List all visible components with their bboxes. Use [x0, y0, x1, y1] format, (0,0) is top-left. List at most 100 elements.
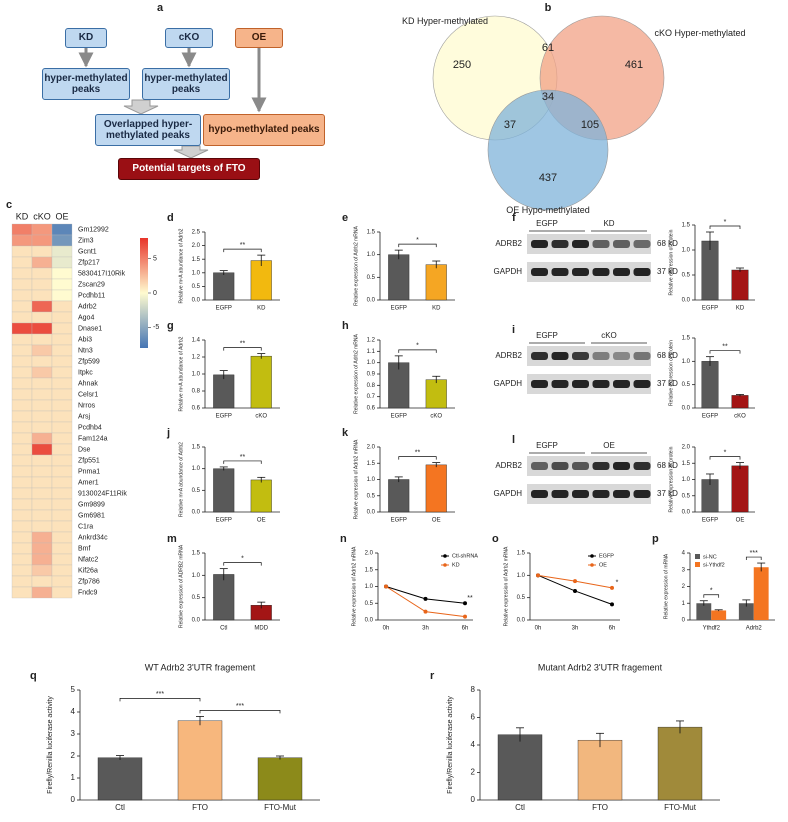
heatmap-cell	[51, 542, 73, 555]
heatmap-cell	[11, 509, 33, 522]
y-tick-label: 0.5	[517, 595, 526, 601]
heatmap-cell	[31, 487, 53, 500]
bar	[425, 464, 447, 513]
blot-band	[613, 352, 630, 360]
x-tick-label: 6h	[609, 626, 616, 632]
x-tick-label: cKO	[734, 414, 746, 420]
line-marker	[573, 588, 577, 593]
heatmap-cell	[11, 531, 33, 544]
bar	[213, 374, 235, 409]
y-tick-label: 0.0	[365, 618, 374, 624]
heatmap-cell	[51, 289, 73, 302]
significance-bracket	[398, 243, 437, 248]
heatmap-cell	[11, 586, 33, 599]
y-tick-label: 0.6	[192, 406, 201, 412]
blot-band	[531, 240, 548, 248]
heatmap-cell	[31, 289, 53, 302]
y-tick-label: 0.0	[192, 618, 201, 624]
blot-size-label: 68 kD	[657, 351, 678, 360]
y-tick-label: 4	[471, 740, 476, 749]
heatmap-cell	[31, 553, 53, 566]
y-tick-label: 0.0	[192, 510, 201, 516]
panel-letter: r	[430, 670, 435, 682]
blot-band	[592, 490, 610, 498]
heatmap-cell	[11, 542, 33, 555]
heatmap-cell	[31, 465, 53, 478]
blot-band	[613, 268, 630, 276]
flow-node: Overlapped hyper-methylated peaks	[95, 114, 201, 146]
heatmap-row-label: Zim3	[78, 237, 94, 244]
heatmap-cell	[31, 575, 53, 588]
y-tick-label: 1	[682, 601, 686, 607]
y-tick-label: 0.7	[367, 394, 376, 400]
heatmap-cell	[11, 575, 33, 588]
heatmap-cell	[51, 245, 73, 258]
heatmap-cell	[31, 355, 53, 368]
heatmap-cell	[51, 278, 73, 291]
bar	[738, 603, 754, 620]
y-axis-label: Relative expression of mRNA	[663, 553, 669, 619]
heatmap-cell	[31, 322, 53, 335]
block-arrow	[123, 99, 159, 115]
heatmap-row-label: C1ra	[78, 523, 93, 530]
significance-bracket	[398, 349, 437, 353]
heatmap-cell	[31, 432, 53, 445]
x-tick-label: Adrb2	[746, 626, 763, 632]
heatmap-row-label: Fam124a	[78, 435, 108, 442]
significance-bracket	[703, 594, 720, 598]
blot-band	[633, 380, 651, 388]
bar	[497, 734, 543, 801]
y-tick-label: 0.5	[682, 493, 691, 499]
y-tick-label: 1.5	[682, 461, 691, 467]
heatmap-row-label: Fndc9	[78, 589, 98, 596]
y-tick-label: 4	[71, 707, 76, 716]
legend-swatch	[695, 554, 700, 559]
y-tick-label: 1.0	[192, 573, 201, 579]
heatmap-cell	[31, 278, 53, 291]
line-marker	[423, 596, 428, 601]
venn-set-label: cKO Hyper-methylated	[654, 28, 746, 38]
legend-label: KD	[452, 562, 460, 568]
heatmap-row-label: Kif26a	[78, 567, 98, 574]
heatmap-cell	[51, 234, 73, 247]
x-tick-label: 6h	[462, 626, 469, 632]
heatmap-cell	[31, 410, 53, 423]
heatmap-cell	[11, 223, 33, 236]
venn-count: 61	[542, 42, 554, 54]
heatmap-cell	[31, 531, 53, 544]
blot-band	[633, 462, 651, 470]
y-tick-label: 0.5	[365, 601, 374, 607]
heatmap-row-label: Zfp217	[78, 259, 100, 266]
bar	[731, 465, 749, 513]
heatmap-cell	[31, 234, 53, 247]
blot-band	[592, 462, 610, 470]
venn-circle	[487, 89, 609, 211]
heatmap-cell	[51, 586, 73, 599]
heatmap-cell	[31, 399, 53, 412]
heatmap-cell	[11, 377, 33, 390]
heatmap-cell	[51, 267, 73, 280]
heatmap-row-label: Pcdhb4	[78, 424, 102, 431]
heatmap-row-label: Gm6981	[78, 512, 105, 519]
bar	[250, 479, 272, 513]
blot-band	[551, 240, 569, 248]
y-tick-label: 1.0	[192, 270, 201, 276]
blot-group-label: OE	[603, 441, 615, 450]
blot-band	[551, 268, 569, 276]
y-tick-label: 4	[682, 551, 686, 557]
heatmap-cell	[51, 553, 73, 566]
x-tick-label: EGFP	[216, 518, 232, 524]
x-tick-label: KD	[736, 306, 745, 312]
flow-node: cKO	[165, 28, 213, 48]
line-marker	[423, 609, 428, 614]
line-marker	[610, 602, 614, 607]
heatmap-row-label: Ahnak	[78, 380, 98, 387]
blot-protein-label: GAPDH	[494, 489, 523, 498]
blot-group-label: EGFP	[536, 219, 558, 228]
blot-band	[551, 352, 569, 360]
y-tick-label: 0.0	[682, 406, 691, 412]
flow-node: OE	[235, 28, 283, 48]
bar	[731, 269, 749, 301]
x-tick-label: KD	[432, 306, 441, 312]
